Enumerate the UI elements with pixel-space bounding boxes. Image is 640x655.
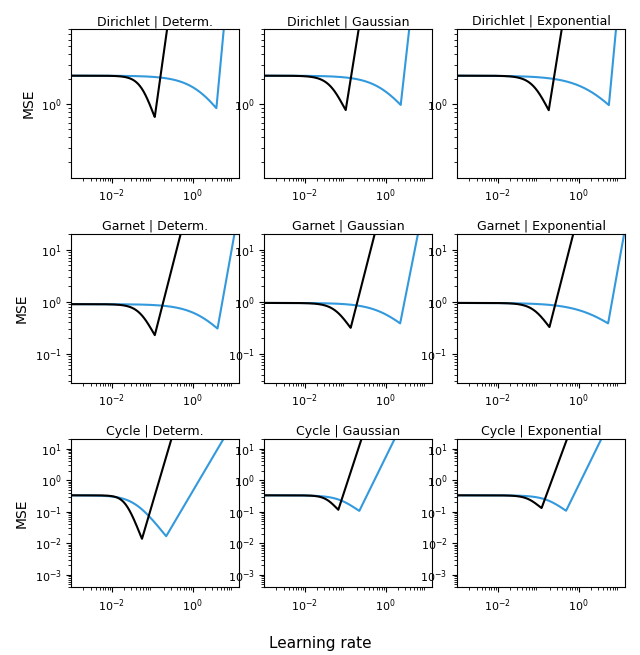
Text: Learning rate: Learning rate	[269, 637, 371, 652]
Title: Cycle | Determ.: Cycle | Determ.	[106, 425, 204, 438]
Title: Cycle | Exponential: Cycle | Exponential	[481, 425, 602, 438]
Title: Cycle | Gaussian: Cycle | Gaussian	[296, 425, 400, 438]
Y-axis label: MSE: MSE	[15, 293, 29, 323]
Y-axis label: MSE: MSE	[15, 498, 29, 528]
Y-axis label: MSE: MSE	[21, 88, 35, 118]
Title: Garnet | Exponential: Garnet | Exponential	[477, 220, 605, 233]
Title: Dirichlet | Exponential: Dirichlet | Exponential	[472, 15, 611, 28]
Title: Garnet | Determ.: Garnet | Determ.	[102, 220, 208, 233]
Title: Dirichlet | Gaussian: Dirichlet | Gaussian	[287, 15, 410, 28]
Title: Garnet | Gaussian: Garnet | Gaussian	[292, 220, 404, 233]
Title: Dirichlet | Determ.: Dirichlet | Determ.	[97, 15, 213, 28]
